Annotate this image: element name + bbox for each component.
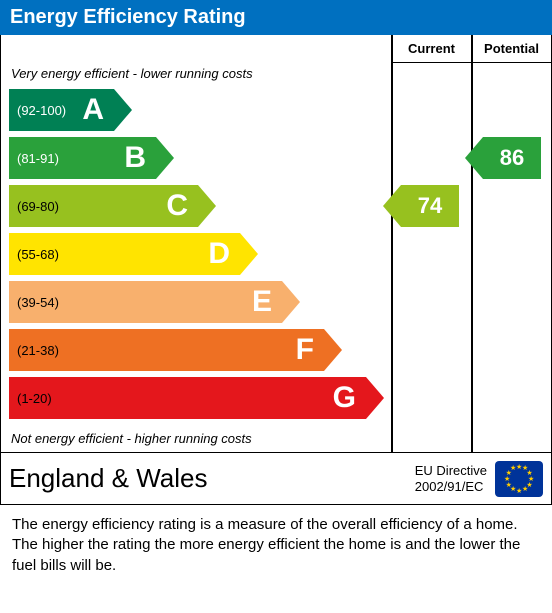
divider-current <box>391 35 393 452</box>
eu-star-icon: ★ <box>510 464 516 472</box>
column-header-current: Current <box>391 35 471 63</box>
band-arrow-f <box>324 329 342 371</box>
band-bar-c: (69-80) C <box>9 185 198 227</box>
band-bar-d: (55-68) D <box>9 233 240 275</box>
band-row-g: (1-20) G <box>9 377 384 419</box>
band-letter-d: D <box>208 237 230 271</box>
rating-pointer-arrow-current <box>383 185 401 227</box>
band-arrow-d <box>240 233 258 275</box>
bands-area: Very energy efficient - lower running co… <box>1 63 391 453</box>
band-range-b: (81-91) <box>17 151 59 166</box>
band-bar-e: (39-54) E <box>9 281 282 323</box>
eu-star-icon: ★ <box>522 485 528 493</box>
band-row-c: (69-80) C <box>9 185 216 227</box>
band-bar-b: (81-91) B <box>9 137 156 179</box>
rating-pointer-current: 74 <box>401 185 459 227</box>
band-range-d: (55-68) <box>17 247 59 262</box>
chart-box: Current Potential Very energy efficient … <box>0 35 552 505</box>
column-header-potential: Potential <box>471 35 551 63</box>
band-arrow-b <box>156 137 174 179</box>
band-letter-b: B <box>124 141 146 175</box>
eu-star-icon: ★ <box>516 487 522 495</box>
rating-value-potential: 86 <box>500 145 524 171</box>
eu-flag-icon: ★★★★★★★★★★★★ <box>495 461 543 497</box>
band-range-g: (1-20) <box>17 391 52 406</box>
band-arrow-c <box>198 185 216 227</box>
rating-pointer-arrow-potential <box>465 137 483 179</box>
description-text: The energy efficiency rating is a measur… <box>0 505 552 582</box>
band-row-b: (81-91) B <box>9 137 174 179</box>
band-row-a: (92-100) A <box>9 89 132 131</box>
band-letter-g: G <box>333 381 356 415</box>
band-range-a: (92-100) <box>17 103 66 118</box>
footer-row: England & Wales EU Directive 2002/91/EC … <box>1 452 551 504</box>
directive-line1: EU Directive <box>415 463 487 479</box>
directive-line2: 2002/91/EC <box>415 479 487 495</box>
band-range-c: (69-80) <box>17 199 59 214</box>
band-range-f: (21-38) <box>17 343 59 358</box>
band-letter-f: F <box>296 333 314 367</box>
eu-directive: EU Directive 2002/91/EC <box>415 463 487 494</box>
band-arrow-e <box>282 281 300 323</box>
band-letter-a: A <box>82 93 104 127</box>
band-range-e: (39-54) <box>17 295 59 310</box>
divider-potential <box>471 35 473 452</box>
band-arrow-g <box>366 377 384 419</box>
epc-container: Energy Efficiency Rating Current Potenti… <box>0 0 552 582</box>
band-arrow-a <box>114 89 132 131</box>
caption-inefficient: Not energy efficient - higher running co… <box>11 431 252 446</box>
band-row-e: (39-54) E <box>9 281 300 323</box>
band-letter-c: C <box>166 189 188 223</box>
rating-value-current: 74 <box>418 193 442 219</box>
band-letter-e: E <box>252 285 272 319</box>
title-bar: Energy Efficiency Rating <box>0 0 552 35</box>
band-bar-g: (1-20) G <box>9 377 366 419</box>
caption-efficient: Very energy efficient - lower running co… <box>11 66 253 81</box>
band-bar-f: (21-38) F <box>9 329 324 371</box>
title-text: Energy Efficiency Rating <box>10 6 246 28</box>
band-row-f: (21-38) F <box>9 329 342 371</box>
band-bar-a: (92-100) A <box>9 89 114 131</box>
rating-pointer-potential: 86 <box>483 137 541 179</box>
region-label: England & Wales <box>9 463 415 494</box>
band-row-d: (55-68) D <box>9 233 258 275</box>
